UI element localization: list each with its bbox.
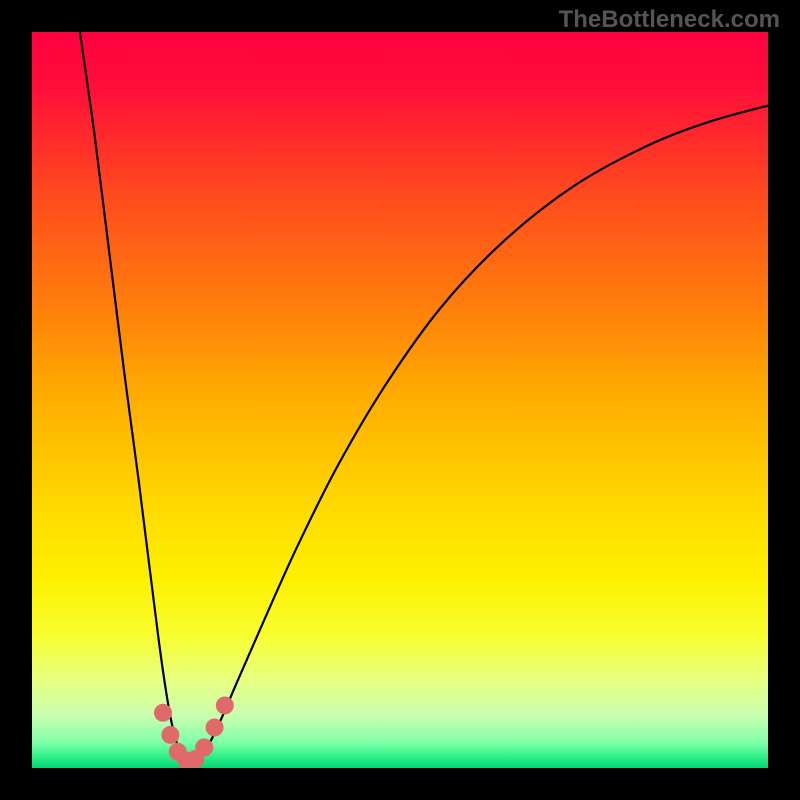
- bottleneck-marker-6: [206, 719, 224, 737]
- plot-area: [32, 32, 768, 768]
- chart-svg: [32, 32, 768, 768]
- gradient-background: [32, 32, 768, 768]
- bottleneck-marker-7: [216, 696, 234, 714]
- watermark-text: TheBottleneck.com: [559, 6, 780, 34]
- bottleneck-marker-0: [154, 704, 172, 722]
- chart-frame: TheBottleneck.com: [0, 0, 800, 800]
- bottleneck-marker-1: [161, 726, 179, 744]
- bottleneck-marker-5: [195, 738, 213, 756]
